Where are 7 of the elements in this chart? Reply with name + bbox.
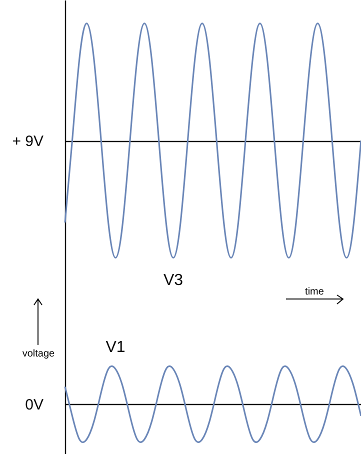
series-label: V3 xyxy=(164,272,184,289)
y-tick-label: 0V xyxy=(25,396,44,414)
x-axis-title: time xyxy=(305,286,324,298)
series-label: V1 xyxy=(106,339,126,356)
y-tick-label: + 9V xyxy=(12,133,44,150)
line-series xyxy=(64,22,361,259)
y-axis-title: voltage xyxy=(22,348,56,360)
